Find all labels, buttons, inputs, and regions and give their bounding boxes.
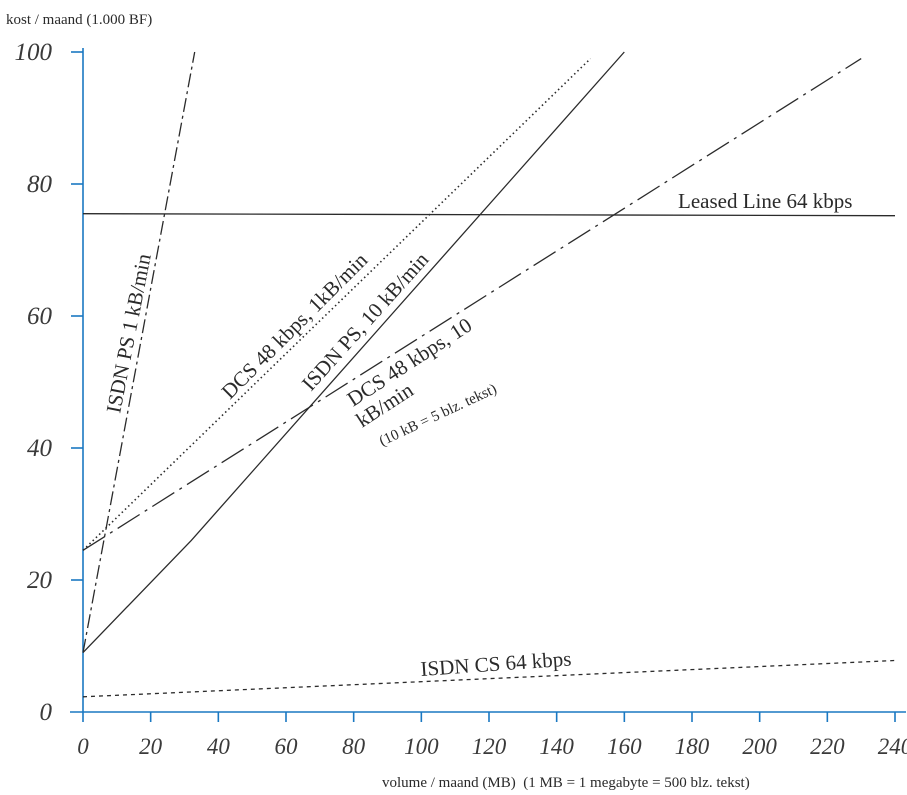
x-tick-label: 120 bbox=[472, 734, 507, 759]
x-tick-label: 160 bbox=[607, 734, 642, 759]
x-ticks: 0 20 40 60 80 100 120 140 160 180 200 220 240 bbox=[77, 712, 907, 759]
x-tick-label: 220 bbox=[810, 734, 845, 759]
series-lines bbox=[82, 51, 896, 698]
series-line-4 bbox=[82, 213, 896, 217]
x-tick-label: 180 bbox=[675, 734, 710, 759]
series-line-3 bbox=[82, 58, 862, 551]
y-tick-label: 0 bbox=[40, 699, 53, 726]
x-tick-label: 0 bbox=[77, 734, 89, 759]
x-tick-label: 40 bbox=[207, 734, 231, 759]
y-tick-label: 20 bbox=[27, 567, 53, 594]
x-tick-label: 200 bbox=[742, 734, 777, 759]
y-tick-label: 100 bbox=[15, 39, 53, 66]
series-label-leased-line: Leased Line 64 kbps bbox=[678, 189, 852, 213]
y-tick-label: 80 bbox=[27, 171, 53, 198]
x-tick-label: 100 bbox=[404, 734, 439, 759]
series-line-1 bbox=[82, 58, 592, 551]
x-tick-label: 140 bbox=[539, 734, 574, 759]
series-line-2 bbox=[82, 51, 625, 654]
series-line-0 bbox=[82, 51, 196, 653]
x-tick-label: 80 bbox=[342, 734, 366, 759]
y-axis-title: kost / maand (1.000 BF) bbox=[6, 12, 152, 28]
x-axis-title: volume / maand (MB) (1 MB = 1 megabyte =… bbox=[382, 775, 750, 791]
series-label-isdn-ps-1: ISDN PS 1 kB/min bbox=[101, 251, 155, 415]
y-ticks: 0 20 40 60 80 100 bbox=[15, 39, 83, 726]
x-tick-label: 20 bbox=[139, 734, 163, 759]
y-tick-label: 40 bbox=[27, 435, 53, 462]
x-tick-label: 240 bbox=[878, 734, 907, 759]
y-tick-label: 60 bbox=[27, 303, 53, 330]
x-tick-label: 60 bbox=[275, 734, 299, 759]
